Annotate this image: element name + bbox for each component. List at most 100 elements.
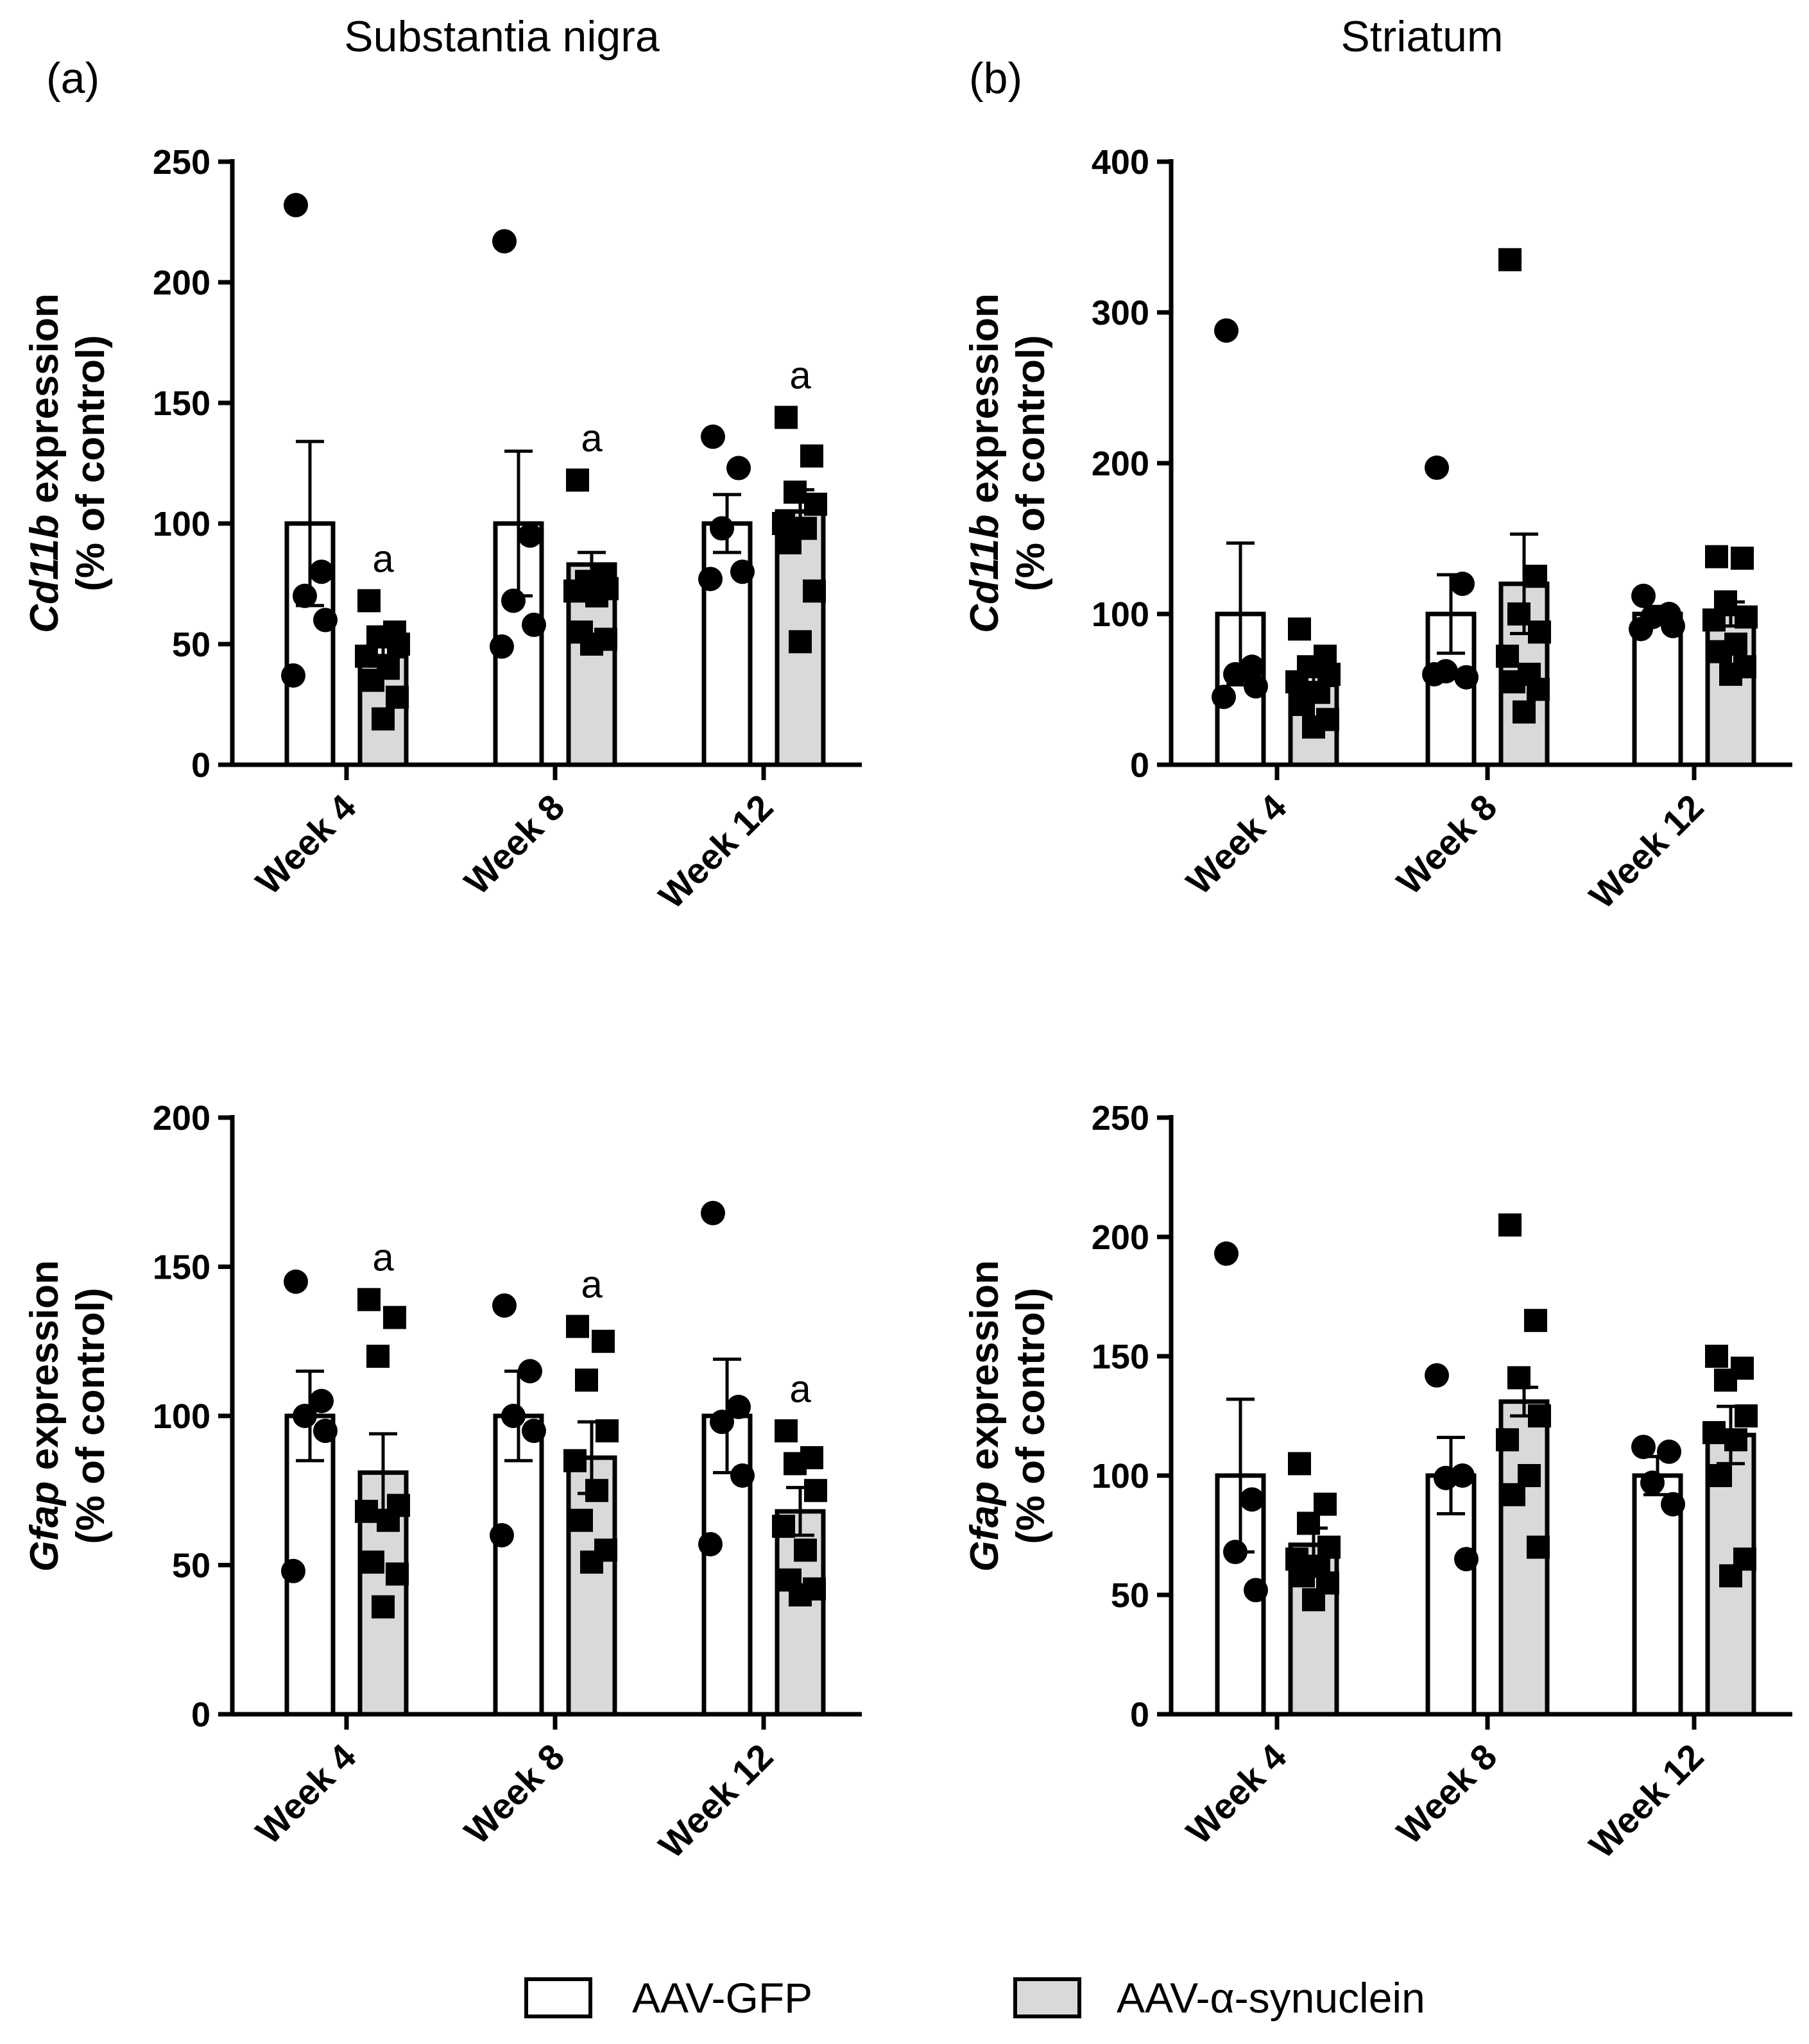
y-axis-label-gene: Gfap — [963, 1481, 1007, 1572]
data-point — [1631, 1435, 1656, 1460]
y-axis-label-line1: Cd11b expression — [22, 293, 67, 633]
x-tick-label-week-8: Week 8 — [456, 1736, 572, 1852]
y-tick-label: 250 — [1092, 1099, 1149, 1137]
data-point — [1661, 1492, 1685, 1517]
data-point — [1454, 1547, 1479, 1572]
data-point — [772, 512, 795, 535]
y-axis-label-line1: Cd11b expression — [963, 293, 1007, 633]
data-point — [701, 1200, 725, 1225]
data-point — [772, 1515, 795, 1538]
data-point — [585, 584, 608, 608]
data-point — [580, 1550, 603, 1574]
significance-annotation: a — [581, 416, 603, 459]
data-point — [1450, 572, 1475, 596]
data-point — [784, 481, 807, 504]
data-point — [775, 1419, 798, 1443]
data-point — [1214, 318, 1239, 343]
data-point — [366, 625, 390, 649]
data-point — [518, 523, 542, 548]
x-tick-label-week-12: Week 12 — [1581, 787, 1711, 916]
data-point — [309, 559, 334, 584]
data-point — [698, 1531, 723, 1556]
y-axis-label-line2: (% of control) — [69, 1288, 113, 1544]
y-axis-label-suffix: expression — [22, 293, 67, 515]
data-point — [1524, 1309, 1547, 1333]
data-point — [1527, 1535, 1550, 1559]
data-point — [1496, 1428, 1519, 1452]
data-point — [1212, 685, 1236, 710]
y-axis-label: Gfap expression(% of control) — [22, 1260, 113, 1572]
data-point — [518, 1359, 542, 1384]
data-point — [1735, 1404, 1758, 1427]
y-axis-label: Cd11b expression(% of control) — [963, 293, 1053, 633]
y-tick-label: 100 — [153, 505, 210, 543]
data-point — [1524, 565, 1547, 588]
data-point — [1502, 1483, 1525, 1506]
data-point — [1425, 1363, 1449, 1388]
data-point — [710, 516, 734, 541]
x-tick-label-week-4: Week 4 — [1178, 1736, 1294, 1852]
data-point — [281, 1558, 305, 1583]
y-tick-label: 100 — [1092, 595, 1149, 634]
data-point — [730, 1463, 755, 1488]
chart-cd11b-substantia-nigra: Cd11b expression(% of control) 0 50 100 150 2… — [22, 143, 862, 916]
x-tick-label-week-8: Week 8 — [1389, 1736, 1504, 1852]
data-point — [313, 608, 338, 633]
column-title-striatum: Striatum — [1341, 12, 1503, 61]
y-tick-label: 200 — [1092, 445, 1149, 483]
data-point — [784, 1452, 807, 1476]
y-axis-label-line1: Gfap expression — [963, 1260, 1007, 1572]
column-title-substantia-nigra: Substantia nigra — [344, 12, 660, 61]
data-point — [778, 531, 802, 555]
data-point — [563, 1449, 587, 1472]
data-point — [293, 583, 317, 608]
y-tick-label: 400 — [1092, 143, 1149, 182]
data-point — [1661, 613, 1685, 638]
data-point — [566, 468, 589, 492]
data-point — [1714, 1368, 1737, 1392]
data-point — [313, 1418, 338, 1444]
data-point — [492, 229, 517, 254]
legend-swatch-aav-alpha-synuclein — [1013, 1977, 1081, 2018]
data-point — [383, 1306, 406, 1329]
data-point — [1705, 545, 1728, 568]
y-axis-label-suffix: expression — [963, 293, 1007, 515]
data-point — [1705, 1345, 1728, 1368]
y-tick-label: 0 — [191, 1696, 210, 1734]
y-tick-label: 100 — [153, 1397, 210, 1436]
data-point — [1719, 663, 1742, 686]
panel-label-b: (b) — [969, 54, 1022, 103]
x-tick-label-week-4: Week 4 — [1178, 787, 1294, 902]
y-axis-label-line2: (% of control) — [1009, 1288, 1053, 1544]
legend-label-aav-alpha-synuclein: AAV-α-synuclein — [1117, 1974, 1425, 2022]
y-tick-label: 0 — [1130, 1696, 1149, 1734]
data-point — [1422, 662, 1446, 686]
data-point — [284, 192, 308, 217]
data-point — [490, 1523, 514, 1547]
data-point — [355, 644, 378, 668]
data-point — [1709, 1464, 1732, 1487]
data-point — [372, 1595, 395, 1619]
y-tick-label: 150 — [1092, 1338, 1149, 1376]
data-point — [1709, 640, 1732, 663]
y-tick-label: 100 — [1092, 1457, 1149, 1495]
y-axis-label: Cd11b expression(% of control) — [22, 293, 113, 633]
legend-swatch-aav-gfp — [524, 1977, 592, 2018]
y-tick-label: 50 — [172, 626, 210, 664]
significance-annotation: a — [789, 1367, 811, 1410]
y-axis-label-gene: Gfap — [22, 1481, 67, 1572]
data-point — [1527, 677, 1550, 701]
panel-label-a: (a) — [46, 54, 99, 103]
chart-cd11b-striatum: Cd11b expression(% of control) 0 100 200 300… — [963, 143, 1792, 916]
y-tick-label: 200 — [153, 1099, 210, 1137]
y-tick-label: 200 — [1092, 1218, 1149, 1257]
data-point — [596, 1419, 619, 1443]
data-point — [803, 579, 826, 603]
data-point — [1302, 1588, 1325, 1612]
y-tick-label: 50 — [172, 1547, 210, 1585]
data-point — [386, 685, 409, 709]
data-point — [1735, 605, 1758, 629]
data-point — [1507, 602, 1530, 626]
data-point — [592, 1329, 615, 1353]
data-point — [501, 588, 526, 613]
